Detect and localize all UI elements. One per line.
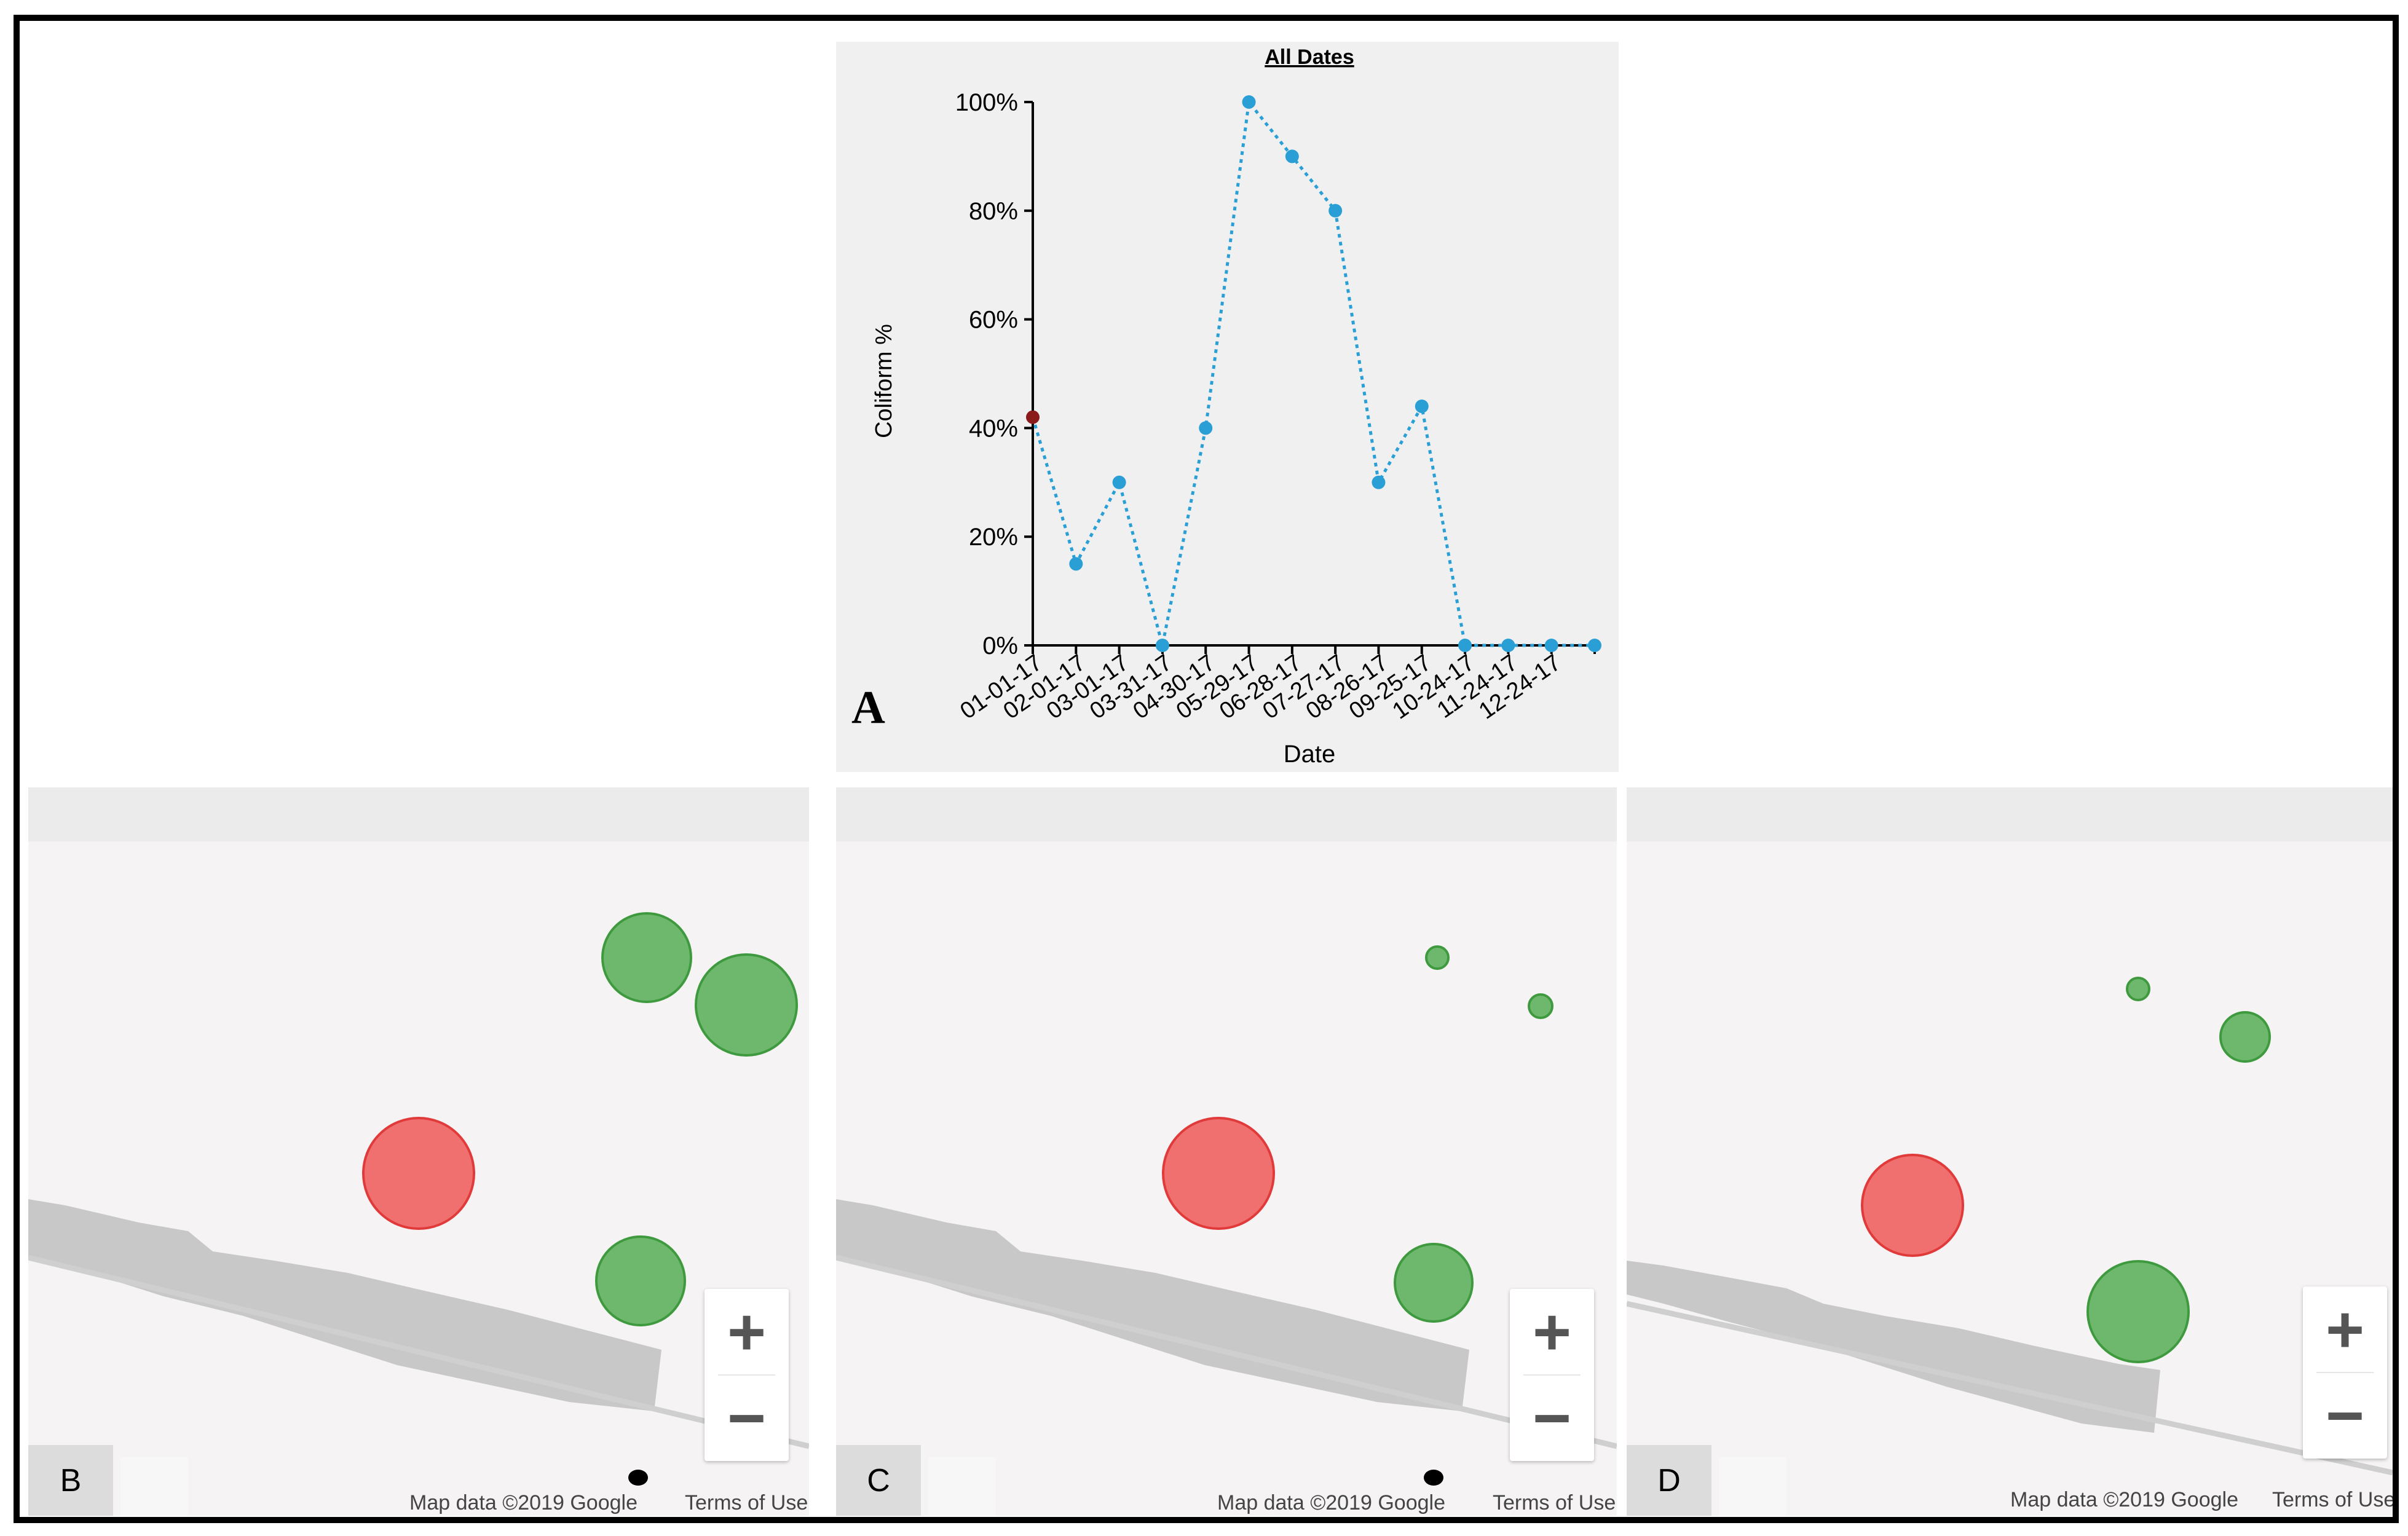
y-tick-label: 20% [969,524,1018,551]
zoom-in-button[interactable]: + [727,1294,767,1369]
site-circle-green[interactable] [2086,1260,2190,1363]
panel-label-d: D [1657,1462,1681,1499]
map-attribution: Map data ©2019 Google [1217,1491,1445,1514]
google-logo-area [928,1457,996,1516]
map-top-bar [28,787,809,841]
site-circle-green[interactable] [601,912,692,1003]
series-line [1031,98,1595,647]
zoom-out-button[interactable]: − [727,1380,767,1455]
zoom-divider [2316,1372,2374,1373]
site-circle-green[interactable] [1394,1243,1474,1323]
data-point [1501,639,1515,652]
x-axis-label: Date [1284,741,1336,768]
panel-label-b: B [60,1462,82,1499]
map-top-bar [1627,787,2393,841]
figure-frame: All Dates Coliform % Date 0% 20% 40% 60% 80%… [14,15,2399,1523]
coliform-line-chart: All Dates Coliform % Date 0% 20% 40% 60% 80%… [871,45,1601,768]
map-attribution: Map data ©2019 Google [409,1491,638,1514]
road-line [836,1254,1617,1449]
site-circle-green[interactable] [2219,1011,2271,1063]
site-circle-red[interactable] [1861,1154,1964,1257]
terms-of-use-link[interactable]: Terms of Use [1493,1491,1616,1514]
map-panel-c[interactable]: + − C Map data ©2019 Google Terms of Use [836,787,1617,1516]
zoom-in-button[interactable]: + [2325,1292,2365,1366]
label-box [836,1445,921,1516]
road-line [28,1254,809,1449]
data-point [1458,639,1472,652]
y-axis-label: Coliform % [871,324,897,438]
map-panel-b[interactable]: + − B Map data ©2019 Google Terms of Use [28,787,809,1516]
data-point [1544,639,1558,652]
chart-panel: All Dates Coliform % Date 0% 20% 40% 60% 80%… [836,42,1619,772]
road-shape [1627,1261,2160,1433]
zoom-divider [1523,1374,1581,1376]
data-point [1155,639,1169,652]
road-shape [28,1199,661,1411]
data-point [1328,203,1343,218]
y-tick-label: 80% [969,198,1018,225]
map-panel-d[interactable]: + − D Map data ©2019 Google Terms of Use [1627,787,2393,1516]
data-point [1112,475,1126,489]
zoom-divider [718,1374,775,1376]
map-canvas[interactable] [28,787,809,1516]
map-attribution: Map data ©2019 Google [2010,1488,2238,1511]
road-shape [836,1199,1469,1411]
data-point [1199,421,1213,435]
marker-dot [628,1470,648,1486]
map-canvas[interactable] [836,787,1617,1516]
data-point [1372,475,1386,489]
site-circle-green[interactable] [1528,993,1553,1019]
data-point [1026,410,1040,424]
label-box [1627,1445,1711,1516]
y-tick-label: 40% [969,415,1018,442]
zoom-out-button[interactable]: − [1532,1380,1572,1455]
zoom-control: + − [705,1289,789,1461]
data-point [1285,149,1299,163]
site-circle-red[interactable] [362,1117,475,1230]
site-circle-green[interactable] [695,953,798,1057]
terms-of-use-link[interactable]: Terms of Use [2272,1488,2393,1511]
zoom-control: + − [2303,1286,2387,1459]
google-logo-area [120,1457,188,1516]
site-circle-green[interactable] [1425,945,1450,970]
zoom-in-button[interactable]: + [1532,1294,1572,1369]
panel-label-c: C [867,1462,890,1499]
label-box [28,1445,113,1516]
marker-dot [1424,1470,1443,1486]
zoom-control: + − [1510,1289,1594,1461]
data-point [1069,557,1083,571]
y-tick-label: 100% [955,89,1018,116]
site-circle-red[interactable] [1162,1117,1275,1230]
road-line [1627,1301,2393,1476]
data-point [1242,95,1256,109]
site-circle-green[interactable] [595,1235,686,1326]
panel-label-a: A [851,682,885,733]
data-point [1588,639,1601,652]
terms-of-use-link[interactable]: Terms of Use [685,1491,808,1514]
chart-title: All Dates [1265,45,1354,69]
y-tick-label: 60% [969,307,1018,334]
google-logo-area [1719,1457,1786,1516]
map-top-bar [836,787,1617,841]
data-point [1415,400,1429,414]
map-canvas[interactable] [1627,787,2393,1516]
y-tick-label: 0% [982,632,1018,660]
site-circle-green[interactable] [2126,977,2150,1001]
zoom-out-button[interactable]: − [2325,1378,2365,1452]
